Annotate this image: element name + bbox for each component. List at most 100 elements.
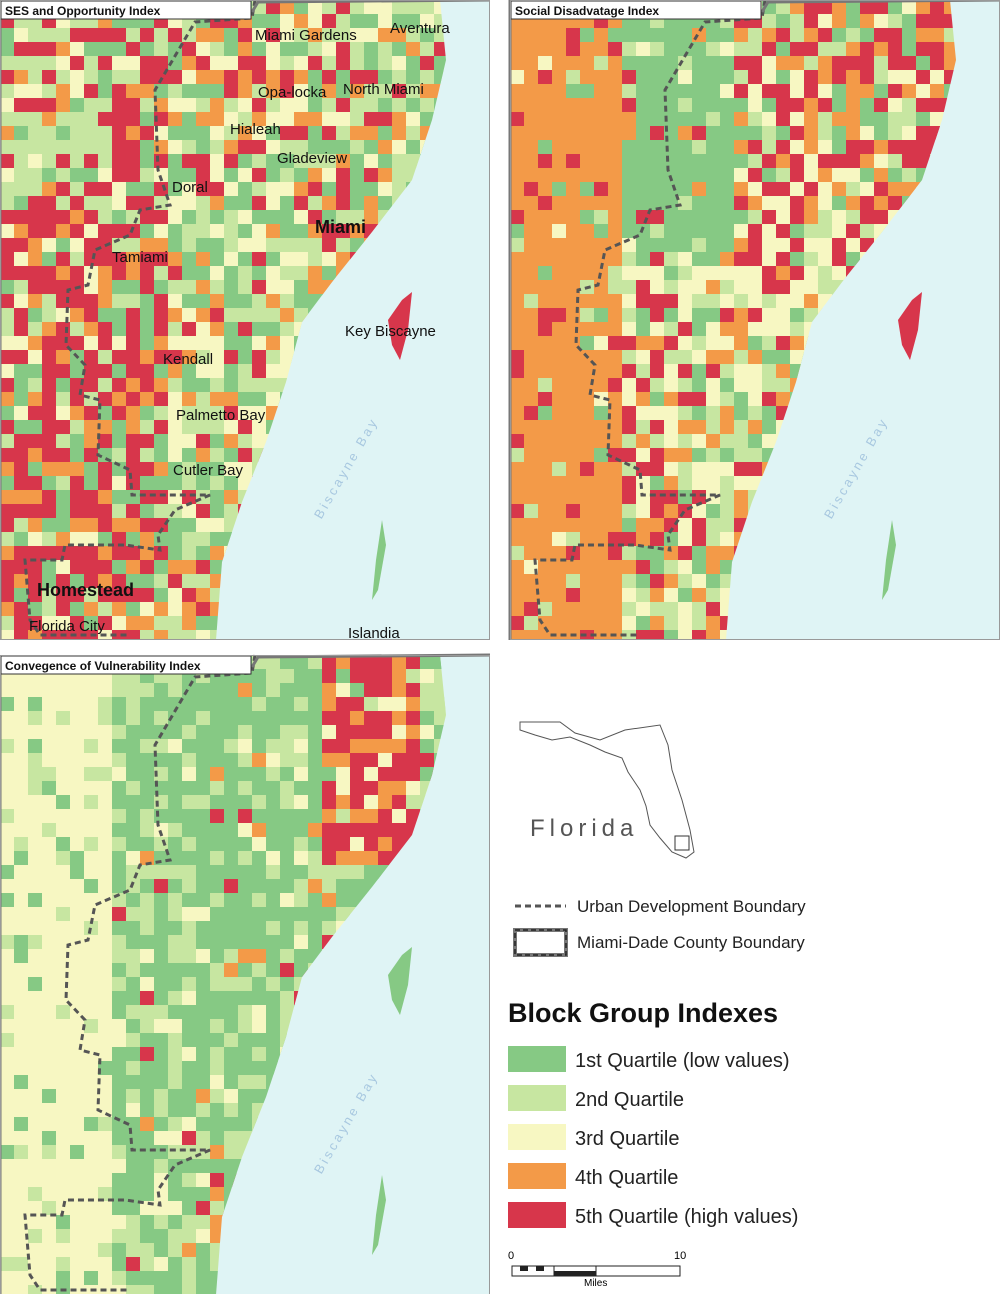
block-group [0,126,14,140]
block-group [790,98,804,112]
block-group [56,823,70,837]
place-label: Opa-locka [258,84,327,101]
block-group [140,851,154,865]
block-group [140,1103,154,1117]
block-group [622,84,636,98]
block-group [692,406,706,420]
block-group [28,84,42,98]
block-group [224,711,238,725]
block-group [566,98,580,112]
legend-swatch [508,1046,566,1072]
block-group [126,98,140,112]
block-group [70,781,84,795]
block-group [902,56,916,70]
block-group [538,476,552,490]
block-group [580,518,594,532]
block-group [720,434,734,448]
block-group [168,322,182,336]
block-group [846,84,860,98]
block-group [252,252,266,266]
block-group [154,434,168,448]
block-group [252,879,266,893]
block-group [566,238,580,252]
block-group [140,280,154,294]
island [388,292,412,360]
block-group [112,879,126,893]
block-group [748,126,762,140]
block-group [70,140,84,154]
block-group [692,420,706,434]
block-group [196,711,210,725]
block-group [28,1131,42,1145]
block-group [42,935,56,949]
block-group [636,294,650,308]
block-group [168,809,182,823]
block-group [0,84,14,98]
block-group [888,14,902,28]
block-group [538,168,552,182]
block-group [196,140,210,154]
block-group [406,697,420,711]
block-group [524,168,538,182]
block-group [238,1061,252,1075]
block-group [196,322,210,336]
block-group [888,84,902,98]
block-group [0,865,14,879]
block-group [56,560,70,574]
block-group [84,711,98,725]
block-group [790,252,804,266]
block-group [552,462,566,476]
block-group [182,739,196,753]
block-group [392,739,406,753]
block-group [434,56,446,70]
block-group [126,1257,140,1271]
block-group [916,98,930,112]
block-group [14,322,28,336]
block-group [594,364,608,378]
block-group [804,280,818,294]
block-group [350,753,364,767]
block-group [566,126,580,140]
block-group [510,84,524,98]
block-group [210,266,224,280]
block-group [280,140,294,154]
block-group [748,252,762,266]
block-group [350,781,364,795]
block-group [706,602,720,616]
block-group [238,1075,252,1089]
block-group [154,991,168,1005]
block-group [594,126,608,140]
block-group [860,126,874,140]
block-group [126,809,140,823]
block-group [168,1201,182,1215]
block-group [0,98,14,112]
block-group [566,490,580,504]
block-group [280,725,294,739]
block-group [406,753,420,767]
block-group [238,322,252,336]
block-group [252,837,266,851]
block-group [42,140,56,154]
block-group [28,683,42,697]
block-group [0,406,14,420]
block-group [70,336,84,350]
block-group [252,1047,266,1061]
block-group [308,781,322,795]
block-group [636,392,650,406]
block-group [140,1019,154,1033]
block-group [378,168,392,182]
block-group [238,392,252,406]
block-group [140,182,154,196]
block-group [154,907,168,921]
block-group [594,56,608,70]
block-group [126,28,140,42]
block-group [14,823,28,837]
block-group [210,322,224,336]
block-group [524,238,538,252]
block-group [112,1047,126,1061]
block-group [126,154,140,168]
block-group [322,837,336,851]
block-group [734,182,748,196]
block-group [238,963,252,977]
block-group [524,420,538,434]
